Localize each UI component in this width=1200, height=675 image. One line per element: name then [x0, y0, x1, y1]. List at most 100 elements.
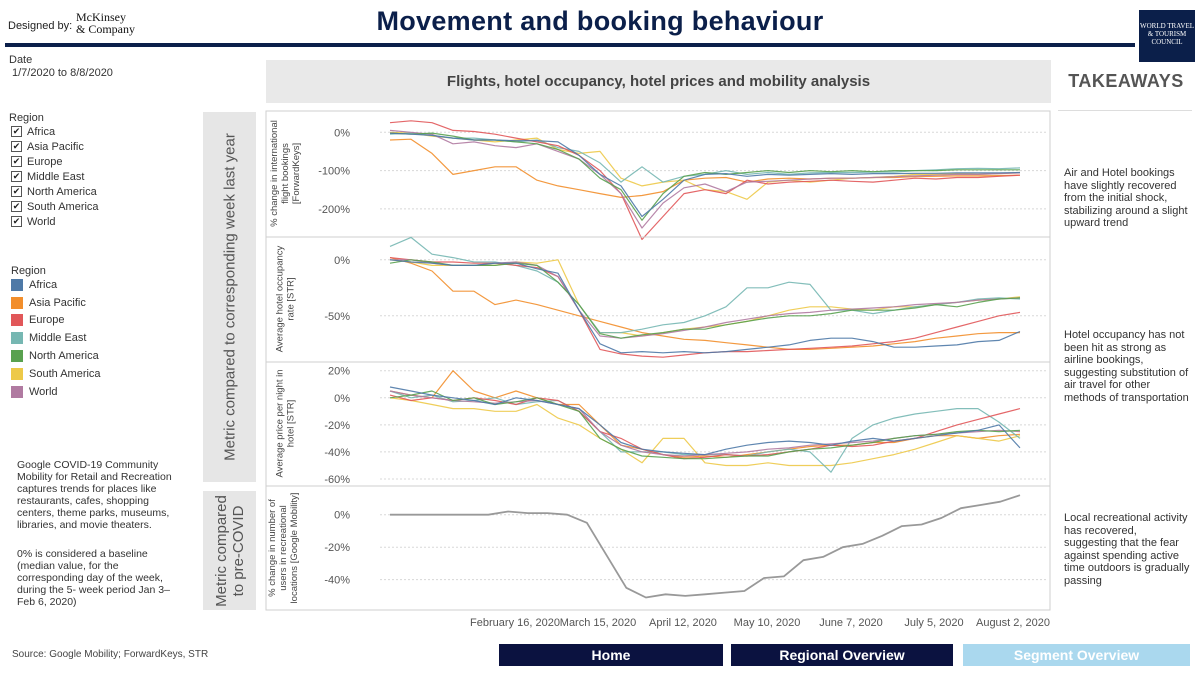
- series-line-2-north-america: [389, 259, 1021, 339]
- y-tick-label: 0%: [334, 510, 350, 522]
- region-filter-item-europe[interactable]: ✔ Europe: [11, 154, 99, 169]
- y-tick-label: -20%: [324, 542, 350, 554]
- legend-swatch-europe: [11, 314, 23, 327]
- y-axis-label-2: Average hotel occupancyrate [STR]: [275, 245, 297, 352]
- legend-label-europe: Europe: [29, 314, 65, 327]
- region-filter-item-africa[interactable]: ✔ Africa: [11, 124, 99, 139]
- takeaways-title: TAKEAWAYS: [1068, 71, 1184, 91]
- designed-by-label: Designed by:: [8, 20, 73, 32]
- legend-swatch-asia-pacific: [11, 296, 23, 309]
- x-tick-label: April 12, 2020: [649, 617, 717, 629]
- takeaways-divider: [1058, 110, 1192, 111]
- takeaway-1: Air and Hotel bookings have slightly rec…: [1064, 167, 1188, 229]
- legend-label-asia-pacific: Asia Pacific: [29, 296, 86, 309]
- mckinsey-logo: McKinsey & Company: [76, 11, 135, 35]
- series-line-2-world: [390, 259, 1021, 339]
- series-line-1-europe: [389, 120, 1021, 241]
- checkbox-middle-east[interactable]: ✔: [11, 171, 22, 182]
- region-legend: Africa Asia Pacific Europe Middle East North…: [11, 276, 101, 401]
- y-axis-label-1: % change in internationalflight bookings…: [269, 120, 302, 227]
- region-filter-label-middle-east: Middle East: [27, 170, 85, 183]
- legend-item-world[interactable]: World: [11, 383, 101, 401]
- x-tick-label: May 10, 2020: [734, 617, 801, 629]
- mobility-description: Google COVID-19 Community Mobility for R…: [17, 459, 172, 531]
- series-line-1-africa: [389, 132, 1021, 218]
- legend-item-africa[interactable]: Africa: [11, 276, 101, 294]
- page-title: Movement and booking behaviour: [376, 6, 824, 36]
- takeaway-3: Local recreational activity has recovere…: [1064, 512, 1190, 587]
- series-line-2-middle-east: [389, 236, 1021, 334]
- checkbox-africa[interactable]: ✔: [11, 126, 22, 137]
- x-tick-label: June 7, 2020: [819, 617, 883, 629]
- charts-frame: [265, 110, 1051, 611]
- y-tick-label: -20%: [324, 420, 350, 432]
- legend-item-middle-east[interactable]: Middle East: [11, 329, 101, 347]
- brand-line-2: & Company: [76, 22, 135, 36]
- x-tick-label: August 2, 2020: [976, 617, 1050, 629]
- y-axis-label-3: Average price per night inhotel [STR]: [275, 369, 297, 477]
- series-line-2-asia-pacific: [389, 257, 1020, 350]
- date-range-value[interactable]: 1/7/2020 to 8/8/2020: [12, 67, 113, 79]
- wttc-logo: WORLD TRAVEL & TOURISM COUNCIL: [1139, 10, 1195, 62]
- series-line-3-europe: [389, 394, 1021, 460]
- checkbox-asia-pacific[interactable]: ✔: [11, 141, 22, 152]
- region-filter-item-asia-pacific[interactable]: ✔ Asia Pacific: [11, 139, 99, 154]
- checkbox-south-america[interactable]: ✔: [11, 201, 22, 212]
- checkbox-world[interactable]: ✔: [11, 216, 22, 227]
- group-band-pre-covid: Metric compared to pre-COVID: [203, 491, 256, 610]
- y-tick-label: -60%: [324, 474, 350, 486]
- legend-swatch-north-america: [11, 350, 23, 363]
- regional-overview-button[interactable]: Regional Overview: [731, 644, 953, 666]
- checkbox-north-america[interactable]: ✔: [11, 186, 22, 197]
- region-filter-label-world: World: [27, 215, 56, 228]
- legend-item-south-america[interactable]: South America: [11, 365, 101, 383]
- y-tick-label: 0%: [334, 127, 350, 139]
- series-line-3-middle-east: [389, 390, 1021, 473]
- region-filter-item-south-america[interactable]: ✔ South America: [11, 199, 99, 214]
- legend-label-south-america: South America: [29, 367, 101, 380]
- region-legend-label: Region: [11, 265, 46, 277]
- home-button[interactable]: Home: [499, 644, 723, 666]
- y-tick-label: -200%: [318, 204, 350, 216]
- legend-swatch-middle-east: [11, 332, 23, 345]
- region-filter-label-south-america: South America: [27, 200, 99, 213]
- segment-overview-button[interactable]: Segment Overview: [963, 644, 1190, 666]
- series-line-3-africa: [389, 386, 1021, 456]
- region-filter-item-middle-east[interactable]: ✔ Middle East: [11, 169, 99, 184]
- legend-item-asia-pacific[interactable]: Asia Pacific: [11, 294, 101, 312]
- baseline-description: 0% is considered a baseline (median valu…: [17, 548, 170, 608]
- y-tick-label: -40%: [324, 447, 350, 459]
- chart-panel-header: Flights, hotel occupancy, hotel prices a…: [266, 60, 1051, 103]
- y-tick-label: 0%: [334, 255, 350, 267]
- series-line-4-world: [390, 494, 1021, 599]
- legend-swatch-africa: [11, 278, 23, 291]
- x-tick-label: February 16, 2020: [470, 617, 560, 629]
- x-tick-label: March 15, 2020: [560, 617, 636, 629]
- takeaway-2: Hotel occupancy has not been hit as stro…: [1064, 329, 1189, 404]
- region-filter-label-europe: Europe: [27, 155, 63, 168]
- y-tick-label: 20%: [328, 366, 350, 378]
- series-line-3-south-america: [389, 397, 1021, 467]
- series-line-2-africa: [389, 259, 1021, 354]
- legend-label-north-america: North America: [29, 350, 99, 363]
- series-line-3-asia-pacific: [389, 370, 1021, 458]
- checkbox-europe[interactable]: ✔: [11, 156, 22, 167]
- series-line-1-asia-pacific: [389, 138, 1021, 198]
- region-filter: ✔ Africa ✔ Asia Pacific ✔ Europe ✔ Middle East ✔…: [11, 124, 99, 229]
- y-tick-label: -40%: [324, 575, 350, 587]
- y-tick-label: 0%: [334, 393, 350, 405]
- series-line-1-world: [389, 129, 1021, 229]
- region-filter-item-north-america[interactable]: ✔ North America: [11, 184, 99, 199]
- region-filter-item-world[interactable]: ✔ World: [11, 214, 99, 229]
- legend-item-north-america[interactable]: North America: [11, 347, 101, 365]
- region-filter-label: Region: [9, 112, 44, 124]
- legend-swatch-world: [11, 385, 23, 398]
- y-tick-label: -100%: [318, 166, 350, 178]
- legend-label-africa: Africa: [29, 278, 58, 291]
- group-band-last-year: Metric compared to corresponding week la…: [203, 112, 256, 482]
- region-filter-label-asia-pacific: Asia Pacific: [27, 140, 84, 153]
- series-line-2-europe: [389, 257, 1021, 358]
- y-axis-label-4: % change in number ofusers in recreation…: [267, 493, 300, 604]
- legend-item-europe[interactable]: Europe: [11, 312, 101, 330]
